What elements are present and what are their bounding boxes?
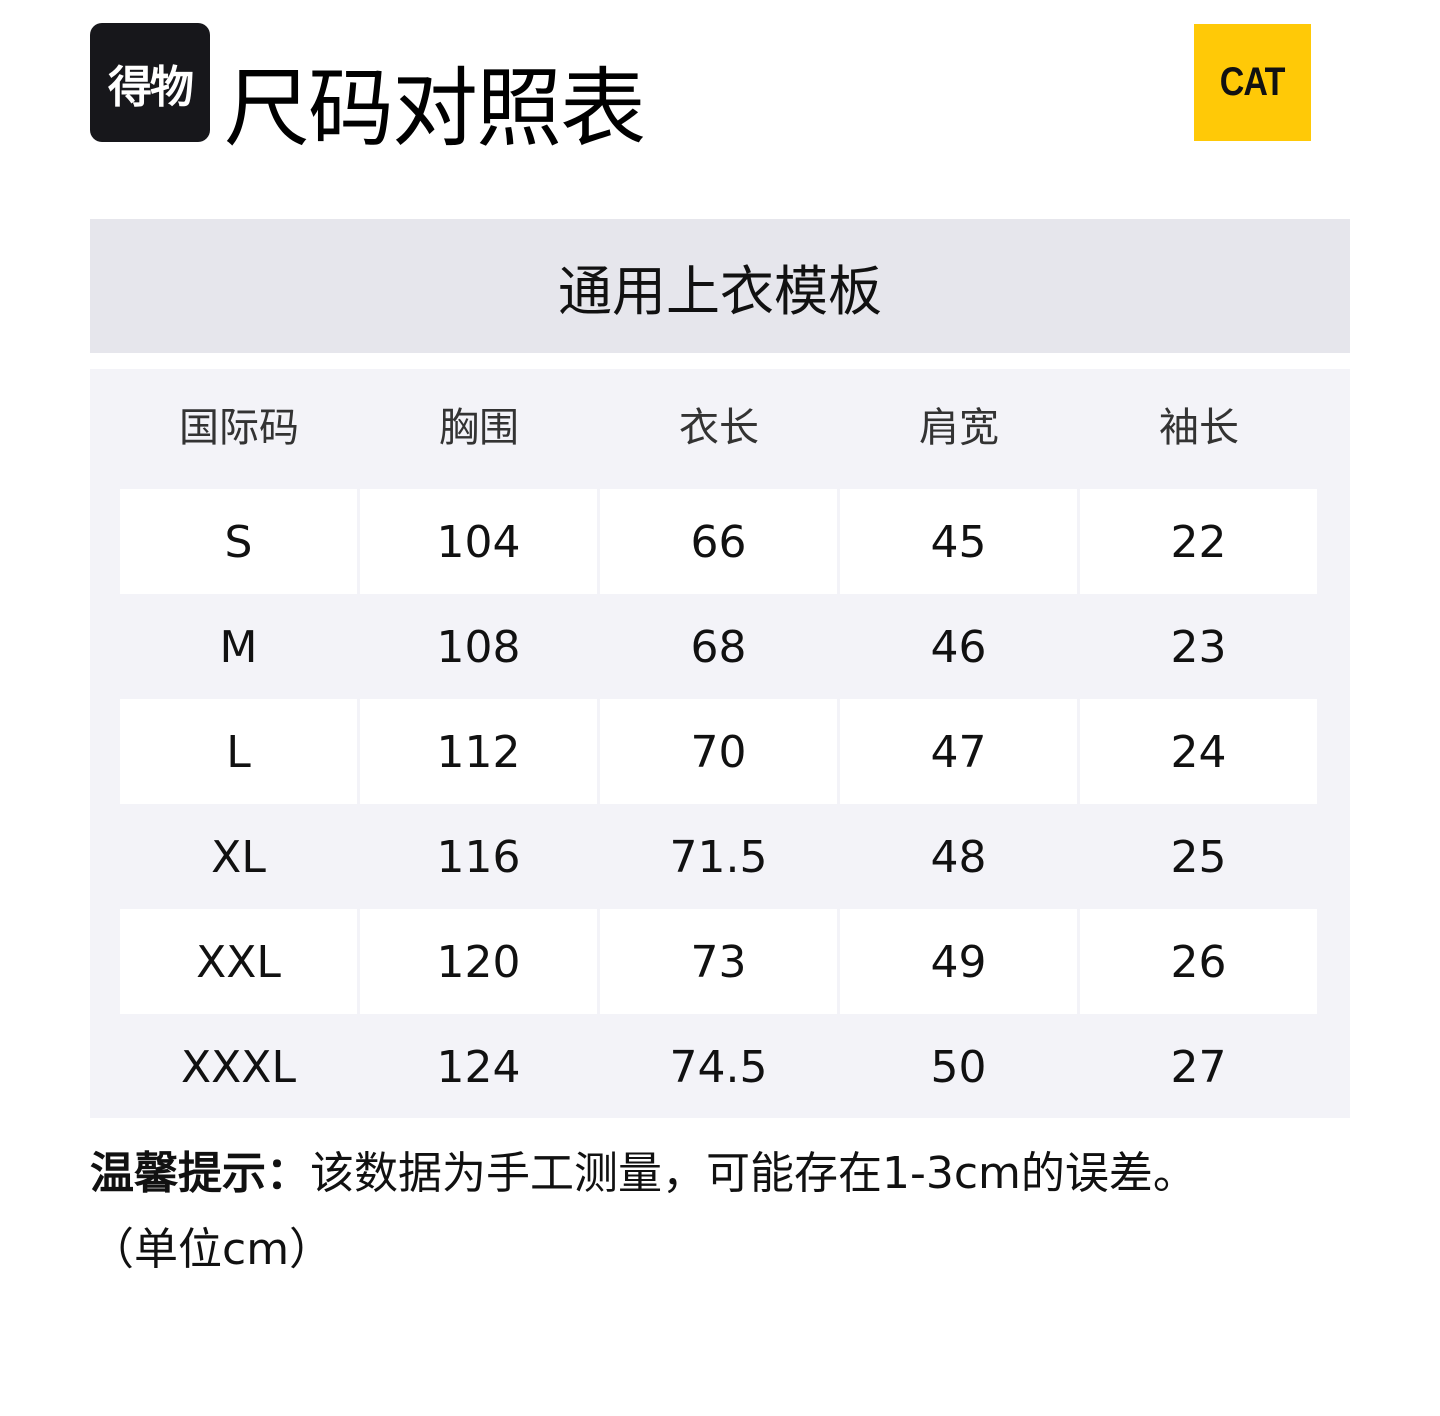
table-cell: 112 xyxy=(360,699,597,804)
brand-logo-text: CAT xyxy=(1220,60,1286,104)
table-row: S 104 66 45 22 xyxy=(120,489,1320,594)
table-row: L 112 70 47 24 xyxy=(120,699,1320,804)
page-title: 尺码对照表 xyxy=(224,59,646,159)
dewu-logo: 得物 xyxy=(90,23,210,142)
table-cell: 104 xyxy=(360,489,597,594)
table-cell: 108 xyxy=(436,622,521,673)
table-cell: 46 xyxy=(930,622,987,673)
note-label: 温馨提示： xyxy=(90,1148,310,1199)
table-cell: 70 xyxy=(600,699,837,804)
column-header: 胸围 xyxy=(439,405,519,451)
table-cell: 74.5 xyxy=(669,1042,768,1093)
column-header: 国际码 xyxy=(179,405,299,451)
table-cell: 116 xyxy=(436,832,521,883)
table-row: XL 116 71.5 48 25 xyxy=(120,804,1320,909)
note: 温馨提示：该数据为手工测量，可能存在1-3cm的误差。 （单位cm） xyxy=(90,1136,1390,1288)
table-cell: 27 xyxy=(1170,1042,1227,1093)
note-unit: （单位cm） xyxy=(90,1224,334,1275)
table-cell: 22 xyxy=(1080,489,1317,594)
column-header: 袖长 xyxy=(1159,405,1239,451)
table-cell: M xyxy=(219,622,258,673)
table-cell: 47 xyxy=(840,699,1077,804)
table-row: M 108 68 46 23 xyxy=(120,594,1320,699)
table-cell: 49 xyxy=(840,909,1077,1014)
table-cell: XL xyxy=(211,832,266,883)
table-cell: 120 xyxy=(360,909,597,1014)
table-title: 通用上衣模板 xyxy=(90,219,1350,353)
table-header-row: 国际码 胸围 衣长 肩宽 袖长 xyxy=(119,369,1319,489)
column-header: 肩宽 xyxy=(919,405,999,451)
table-cell: 45 xyxy=(840,489,1077,594)
column-header: 衣长 xyxy=(679,405,759,451)
table-cell: 23 xyxy=(1170,622,1227,673)
table-cell: 71.5 xyxy=(669,832,768,883)
table-cell: XXXL xyxy=(181,1042,296,1093)
table-cell: 124 xyxy=(436,1042,521,1093)
table-cell: 48 xyxy=(930,832,987,883)
logo-text: 得物 xyxy=(108,61,194,113)
table-cell: 50 xyxy=(930,1042,987,1093)
table-cell: XXL xyxy=(120,909,357,1014)
table-cell: 24 xyxy=(1080,699,1317,804)
table-row: XXL 120 73 49 26 xyxy=(120,909,1320,1014)
table-cell: 73 xyxy=(600,909,837,1014)
table-cell: 25 xyxy=(1170,832,1227,883)
table-cell: 66 xyxy=(600,489,837,594)
table-cell: L xyxy=(120,699,357,804)
table-row: XXXL 124 74.5 50 27 xyxy=(120,1014,1320,1119)
table-cell: S xyxy=(120,489,357,594)
size-table: 国际码 胸围 衣长 肩宽 袖长 S 104 66 45 22 M 108 68 46 23 L 112 70 47… xyxy=(90,369,1350,1118)
note-text: 该数据为手工测量，可能存在1-3cm的误差。 xyxy=(310,1148,1197,1199)
table-cell: 26 xyxy=(1080,909,1317,1014)
cat-brand-logo: CAT xyxy=(1194,24,1311,141)
table-cell: 68 xyxy=(690,622,747,673)
